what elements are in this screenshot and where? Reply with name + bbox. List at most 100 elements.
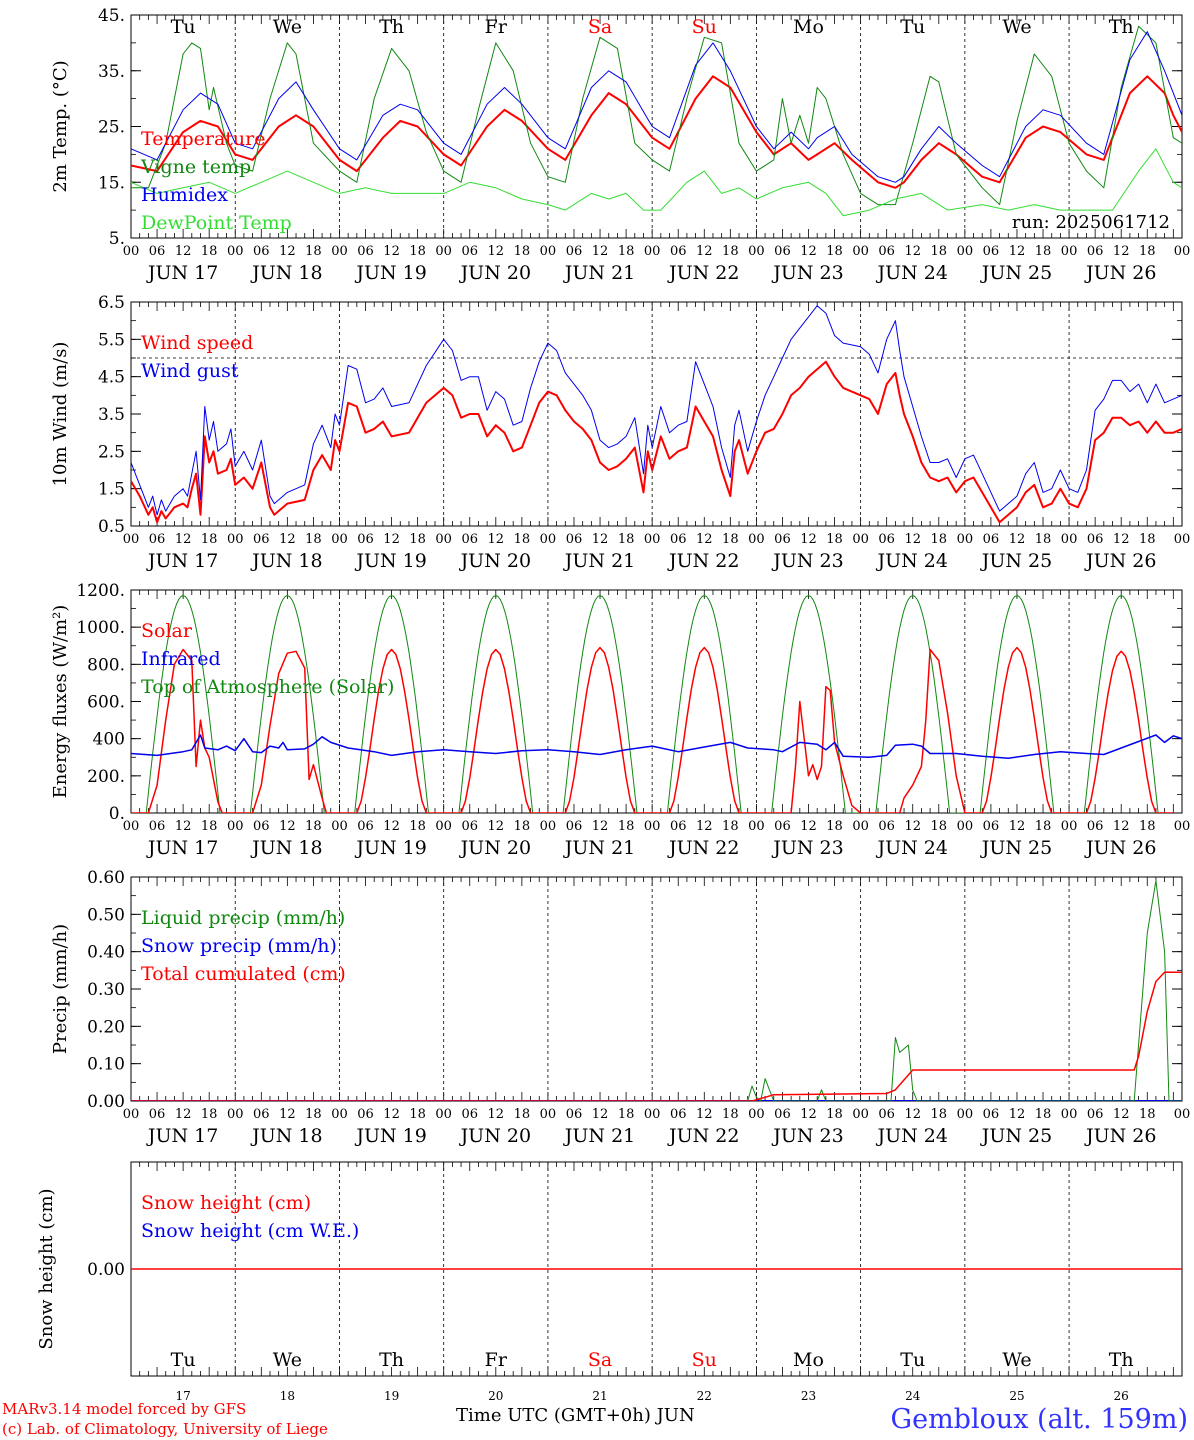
hour-label: 18 bbox=[409, 1107, 426, 1122]
date-label: JUN 25 bbox=[980, 550, 1052, 572]
series-liquid-precip-mm-h bbox=[131, 880, 1182, 1101]
hour-label: 12 bbox=[1009, 244, 1026, 259]
hour-label: 00 bbox=[852, 819, 869, 834]
hour-label: 06 bbox=[461, 244, 478, 259]
hour-label: 00 bbox=[540, 1107, 557, 1122]
series-total-cumulated-cm bbox=[131, 971, 1182, 1101]
legend-snow-height-cm: Snow height (cm) bbox=[141, 1192, 311, 1214]
date-label: JUN 21 bbox=[563, 1125, 635, 1147]
hour-label: 00 bbox=[957, 819, 974, 834]
series-wind-gust bbox=[131, 305, 1182, 516]
hour-label: 06 bbox=[357, 532, 374, 547]
legend-total-cumulated-cm: Total cumulated (cm) bbox=[141, 963, 346, 985]
date-label: JUN 24 bbox=[875, 837, 947, 859]
hour-label: 12 bbox=[904, 532, 921, 547]
y-tick-label: 35. bbox=[98, 62, 125, 82]
date-label: JUN 26 bbox=[1084, 550, 1156, 572]
day-name: Tu bbox=[900, 1349, 925, 1371]
y-tick-label: 800. bbox=[87, 655, 125, 675]
hour-label: 00 bbox=[540, 819, 557, 834]
y-tick-label: 1.5 bbox=[98, 480, 125, 500]
date-label: JUN 26 bbox=[1084, 1125, 1156, 1147]
legend-temperature: Temperature bbox=[141, 128, 265, 150]
legend-snow-precip-mm-h: Snow precip (mm/h) bbox=[141, 935, 337, 957]
day-name: Su bbox=[692, 16, 717, 38]
y-tick-label: 0.30 bbox=[87, 980, 125, 1000]
hour-label: 12 bbox=[696, 1107, 713, 1122]
hour-label: 12 bbox=[800, 819, 817, 834]
y-tick-label: 45. bbox=[98, 6, 125, 26]
day-name: Fr bbox=[485, 16, 508, 38]
day-name: Tu bbox=[171, 1349, 196, 1371]
hour-label: 12 bbox=[175, 819, 192, 834]
hour-label: 12 bbox=[800, 244, 817, 259]
hour-label: 06 bbox=[670, 532, 687, 547]
hour-label: 12 bbox=[383, 1107, 400, 1122]
series-group bbox=[131, 595, 1182, 813]
hour-label: 00 bbox=[852, 244, 869, 259]
hour-label: 00 bbox=[1061, 244, 1078, 259]
hour-label: 00 bbox=[1061, 1107, 1078, 1122]
hour-label: 12 bbox=[592, 1107, 609, 1122]
hour-label: 12 bbox=[1113, 1107, 1130, 1122]
hour-label: 18 bbox=[305, 244, 322, 259]
hour-label: 00 bbox=[957, 532, 974, 547]
hour-label: 00 bbox=[1061, 532, 1078, 547]
date-label: JUN 23 bbox=[771, 1125, 843, 1147]
legend-infrared: Infrared bbox=[141, 648, 221, 670]
hour-label: 18 bbox=[305, 532, 322, 547]
panel-temp: 5. 15. 25. 35. 45. 2m Temp. (°C) 00 06 12 18 JUN 1… bbox=[50, 6, 1190, 284]
date-label: JUN 25 bbox=[980, 1125, 1052, 1147]
day-name: Su bbox=[692, 1349, 717, 1371]
y-tick-label: 2.5 bbox=[98, 442, 125, 462]
hour-label: 06 bbox=[566, 819, 583, 834]
day-name: We bbox=[1002, 1349, 1031, 1371]
y-tick-label: 5.5 bbox=[98, 330, 125, 350]
hour-label: 12 bbox=[175, 1107, 192, 1122]
hour-label: 18 bbox=[409, 244, 426, 259]
hour-label: 06 bbox=[461, 819, 478, 834]
hour-label: 18 bbox=[1139, 819, 1156, 834]
hour-label: 00 bbox=[748, 819, 765, 834]
hour-label: 00 bbox=[331, 244, 348, 259]
hour-label: 12 bbox=[279, 532, 296, 547]
hour-label: 06 bbox=[983, 1107, 1000, 1122]
hour-label: 12 bbox=[904, 819, 921, 834]
day-number: 25 bbox=[1009, 1389, 1024, 1403]
date-label: JUN 20 bbox=[459, 262, 531, 284]
day-number: 23 bbox=[801, 1389, 816, 1403]
date-label: JUN 26 bbox=[1084, 837, 1156, 859]
hour-label: 06 bbox=[1087, 819, 1104, 834]
hour-label: 00 bbox=[644, 244, 661, 259]
series-solar bbox=[131, 646, 1174, 813]
hour-label: 00 bbox=[1061, 819, 1078, 834]
y-tick-label: 0.60 bbox=[87, 868, 125, 888]
hour-label: 12 bbox=[175, 244, 192, 259]
date-label: JUN 18 bbox=[250, 837, 322, 859]
y-tick-label: 600. bbox=[87, 693, 125, 713]
y-tick-label: 1000. bbox=[76, 618, 125, 638]
day-number: 17 bbox=[175, 1389, 190, 1403]
y-axis-label: Precip (mm/h) bbox=[50, 924, 71, 1054]
y-tick-label: 0.40 bbox=[87, 943, 125, 963]
hour-label: 00 bbox=[1174, 1107, 1191, 1122]
hour-label: 12 bbox=[1113, 244, 1130, 259]
model-credit: MARv3.14 model forced by GFS bbox=[2, 1400, 247, 1418]
hour-label: 00 bbox=[748, 1107, 765, 1122]
date-label: JUN 23 bbox=[771, 550, 843, 572]
y-tick-label: 0.50 bbox=[87, 905, 125, 925]
date-label: JUN 22 bbox=[667, 550, 739, 572]
hour-label: 12 bbox=[592, 244, 609, 259]
y-axis-label: 10m Wind (m/s) bbox=[50, 342, 71, 487]
y-tick-label: 3.5 bbox=[98, 405, 125, 425]
hour-label: 00 bbox=[123, 819, 140, 834]
day-name: Mo bbox=[793, 1349, 824, 1371]
y-tick-label: 25. bbox=[98, 118, 125, 138]
plot-frame bbox=[130, 14, 1183, 239]
date-label: JUN 20 bbox=[459, 837, 531, 859]
day-name: Tu bbox=[900, 16, 925, 38]
hour-label: 18 bbox=[826, 532, 843, 547]
hour-label: 18 bbox=[931, 532, 948, 547]
hour-label: 12 bbox=[279, 244, 296, 259]
date-label: JUN 26 bbox=[1084, 262, 1156, 284]
